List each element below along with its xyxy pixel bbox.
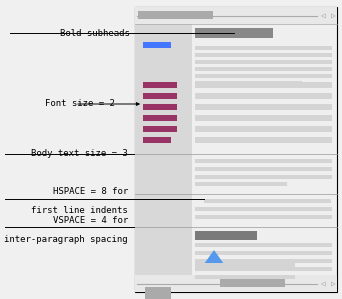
Text: ▷: ▷ xyxy=(331,279,335,288)
Bar xyxy=(220,279,285,287)
Bar xyxy=(195,60,332,64)
Bar xyxy=(135,24,192,275)
Bar xyxy=(195,104,332,110)
Bar xyxy=(195,267,332,271)
Bar xyxy=(195,243,332,247)
Bar xyxy=(195,251,332,255)
Text: VSPACE = 4 for: VSPACE = 4 for xyxy=(53,216,128,225)
Text: Body text size = 3: Body text size = 3 xyxy=(31,150,128,158)
Text: ◁: ◁ xyxy=(321,11,325,20)
Bar xyxy=(195,259,332,263)
Polygon shape xyxy=(204,250,224,264)
Bar xyxy=(204,199,331,203)
Bar xyxy=(138,11,213,19)
Bar xyxy=(195,81,302,85)
Bar xyxy=(195,175,332,179)
Text: ◁: ◁ xyxy=(321,279,325,288)
Bar xyxy=(195,46,332,50)
Text: inter-paragraph spacing: inter-paragraph spacing xyxy=(4,225,128,244)
Bar xyxy=(143,93,177,99)
Bar xyxy=(143,115,177,121)
Bar xyxy=(195,126,332,132)
Bar xyxy=(195,263,295,267)
Bar xyxy=(143,82,177,88)
Bar xyxy=(195,28,273,38)
Bar xyxy=(195,82,332,88)
Bar xyxy=(195,207,332,211)
Bar xyxy=(195,74,332,78)
Text: Font size = 2: Font size = 2 xyxy=(45,100,115,109)
Bar xyxy=(195,67,332,71)
Bar xyxy=(135,7,337,292)
Bar xyxy=(195,115,332,121)
Bar xyxy=(143,42,171,48)
Bar xyxy=(143,104,177,110)
Bar xyxy=(195,215,332,219)
Bar xyxy=(195,137,332,143)
Bar xyxy=(195,93,332,99)
Bar xyxy=(195,159,332,163)
Text: Bold subheads: Bold subheads xyxy=(60,28,130,37)
Bar xyxy=(195,231,257,240)
Bar xyxy=(145,287,171,299)
Text: HSPACE = 8 for: HSPACE = 8 for xyxy=(53,187,128,196)
Bar xyxy=(143,126,177,132)
Bar xyxy=(195,182,287,186)
Bar xyxy=(143,137,171,143)
Bar xyxy=(195,167,332,171)
Text: first line indents: first line indents xyxy=(31,196,128,215)
Bar xyxy=(195,275,295,279)
Bar xyxy=(135,275,337,292)
Bar xyxy=(195,53,332,57)
Text: ▷: ▷ xyxy=(331,11,335,20)
Bar xyxy=(135,7,337,24)
